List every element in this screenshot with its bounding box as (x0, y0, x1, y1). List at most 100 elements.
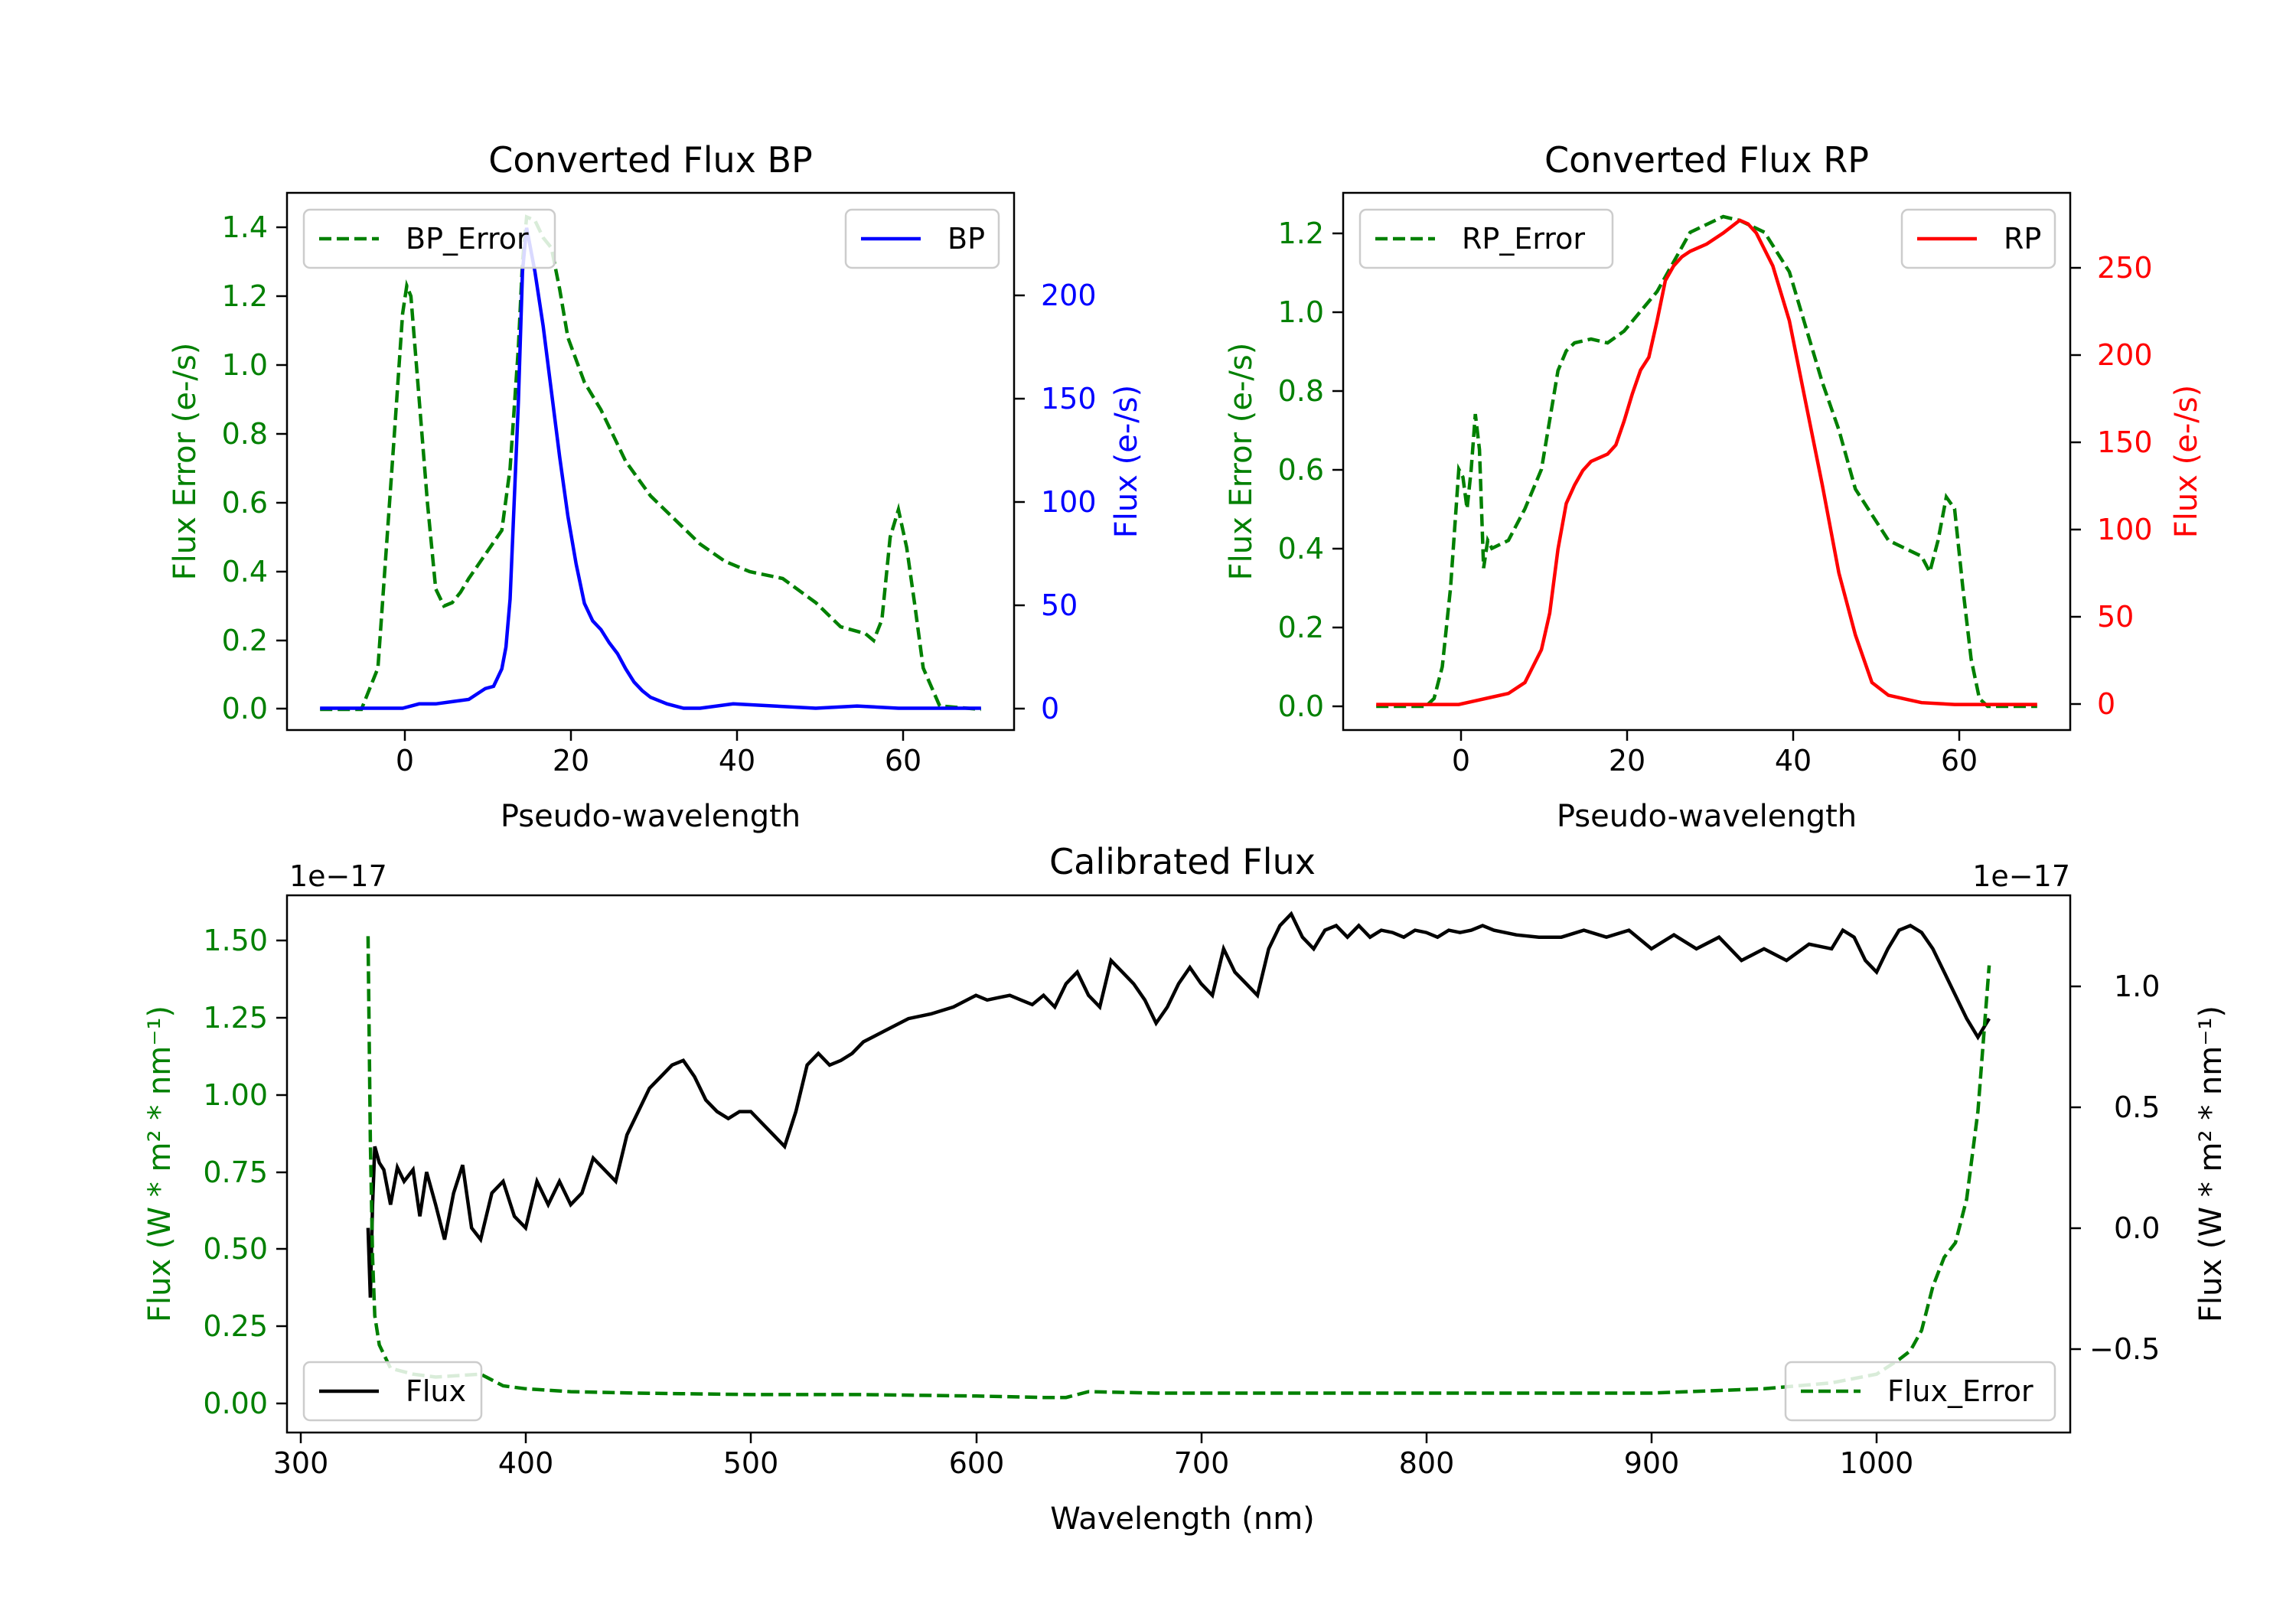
rp-right-ytick-label: 50 (2097, 600, 2134, 634)
rp-right-ytick-label: 250 (2097, 251, 2153, 285)
rp-flux-line (1376, 218, 2037, 706)
bp-left-ytick-label: 0.8 (222, 417, 268, 451)
calibrated-right-ylabel: Flux (W * m² * nm⁻¹) (2193, 1006, 2229, 1322)
calibrated-xtick-label: 700 (1174, 1446, 1230, 1480)
bp-flux-line (320, 227, 981, 710)
bp-flux-legend-label: BP (947, 222, 985, 256)
panel-rp-title: Converted Flux RP (1544, 139, 1869, 181)
calibrated-right-offset: 1e−17 (1972, 859, 2070, 893)
calibrated-left-ytick-label: 1.25 (203, 1001, 268, 1035)
panel-rp-frame (1342, 191, 2072, 732)
calibrated-xtick-label: 1000 (1840, 1446, 1914, 1480)
rp-xtick-label: 40 (1775, 744, 1812, 777)
bp-left-ytick-label: 0.2 (222, 624, 268, 657)
rp-right-ytick-label: 100 (2097, 513, 2153, 546)
bp-right-ytick-label: 200 (1041, 279, 1097, 312)
calibrated-left-ytick-label: 0.00 (203, 1387, 268, 1420)
calibrated-flux-line (366, 911, 1991, 1298)
panel-bp-left-yticks: 0.0 0.2 0.4 0.6 0.8 1.0 1.2 1.4 (222, 210, 287, 725)
calibrated-flux-legend: Flux (302, 1361, 483, 1422)
calibrated-error-legend: Flux_Error (1784, 1361, 2056, 1422)
bp-right-ylabel: Flux (e-/s) (1109, 385, 1144, 538)
bp-left-ytick-label: 0.4 (222, 555, 268, 588)
rp-xlabel: Pseudo-wavelength (1557, 799, 1857, 834)
panel-rp-right-yticks: 0 50 100 150 200 250 (2070, 251, 2153, 721)
bp-xtick-label: 0 (396, 744, 414, 777)
calibrated-xtick-label: 400 (498, 1446, 554, 1480)
bp-xtick-label: 60 (885, 744, 921, 777)
bp-xtick-label: 40 (719, 744, 755, 777)
rp-left-ylabel: Flux Error (e-/s) (1224, 343, 1259, 581)
panel-calibrated-title: Calibrated Flux (1049, 841, 1316, 882)
rp-left-ytick-label: 0.6 (1278, 453, 1324, 487)
calibrated-left-offset: 1e−17 (289, 859, 387, 893)
rp-right-ytick-label: 200 (2097, 338, 2153, 372)
bp-right-ytick-label: 0 (1041, 692, 1059, 725)
calibrated-xtick-label: 800 (1399, 1446, 1455, 1480)
bp-xtick-label: 20 (553, 744, 589, 777)
bp-left-ytick-label: 0.6 (222, 486, 268, 520)
rp-right-ylabel: Flux (e-/s) (2169, 385, 2204, 538)
panel-calibrated-xticks: 300 400 500 600 700 800 900 1000 (273, 1433, 1914, 1480)
calibrated-xlabel: Wavelength (nm) (1050, 1501, 1315, 1537)
calibrated-flux-legend-label: Flux (406, 1374, 466, 1408)
bp-right-ytick-label: 150 (1041, 382, 1097, 416)
calibrated-left-ytick-label: 0.50 (203, 1232, 268, 1266)
bp-left-ytick-label: 1.0 (222, 348, 268, 382)
calibrated-left-ytick-label: 1.00 (203, 1078, 268, 1112)
calibrated-xtick-label: 600 (949, 1446, 1005, 1480)
panel-rp-left-yticks: 0.0 0.2 0.4 0.6 0.8 1.0 1.2 (1278, 217, 1343, 723)
panel-calibrated-right-yticks: −0.5 0.0 0.5 1.0 (2070, 970, 2160, 1366)
calibrated-error-legend-label: Flux_Error (1887, 1374, 2033, 1408)
calibrated-right-ytick-label: −0.5 (2089, 1332, 2160, 1366)
rp-xtick-label: 0 (1452, 744, 1470, 777)
calibrated-right-ytick-label: 0.5 (2114, 1090, 2160, 1124)
panel-bp-xticks: 0 20 40 60 (396, 730, 921, 777)
calibrated-right-ytick-label: 1.0 (2114, 970, 2160, 1003)
bp-right-ytick-label: 50 (1041, 588, 1078, 622)
calibrated-error-line (366, 936, 1991, 1400)
bp-left-ylabel: Flux Error (e-/s) (168, 343, 203, 581)
rp-right-ytick-label: 150 (2097, 425, 2153, 459)
panel-bp-right-yticks: 0 50 100 150 200 (1014, 279, 1097, 725)
bp-left-ytick-label: 1.2 (222, 279, 268, 313)
rp-right-ytick-label: 0 (2097, 687, 2115, 721)
rp-flux-legend-label: RP (2004, 222, 2041, 256)
calibrated-xtick-label: 300 (273, 1446, 329, 1480)
panel-rp-xticks: 0 20 40 60 (1452, 730, 1978, 777)
bp-left-ytick-label: 0.0 (222, 692, 268, 725)
calibrated-left-ytick-label: 0.75 (203, 1156, 268, 1189)
calibrated-right-ytick-label: 0.0 (2114, 1211, 2160, 1245)
rp-flux-legend: RP (1900, 208, 2056, 269)
rp-left-ytick-label: 0.8 (1278, 374, 1324, 408)
bp-right-ytick-label: 100 (1041, 485, 1097, 519)
bp-xlabel: Pseudo-wavelength (501, 799, 801, 834)
panel-bp: Converted Flux BP 0 20 40 60 0.0 0.2 (168, 139, 1144, 834)
calibrated-xtick-label: 900 (1624, 1446, 1680, 1480)
calibrated-left-ytick-label: 1.50 (203, 924, 268, 957)
panel-calibrated-frame (285, 894, 2072, 1434)
rp-xtick-label: 20 (1609, 744, 1645, 777)
rp-left-ytick-label: 0.0 (1278, 689, 1324, 723)
panel-bp-title: Converted Flux BP (488, 139, 813, 181)
bp-flux-legend: BP (844, 208, 1000, 269)
panel-bp-frame (285, 191, 1016, 732)
rp-left-ytick-label: 1.0 (1278, 295, 1324, 329)
rp-error-line (1376, 214, 2037, 709)
bp-error-legend-label: BP_Error (406, 222, 529, 256)
rp-left-ytick-label: 1.2 (1278, 217, 1324, 250)
bp-left-ytick-label: 1.4 (222, 210, 268, 244)
rp-left-ytick-label: 0.4 (1278, 532, 1324, 566)
rp-xtick-label: 60 (1941, 744, 1978, 777)
calibrated-left-ytick-label: 0.25 (203, 1309, 268, 1343)
rp-error-legend: RP_Error (1358, 208, 1614, 269)
panel-calibrated: Calibrated Flux 1e−17 1e−17 300 400 500 … (142, 841, 2229, 1537)
rp-error-legend-label: RP_Error (1462, 222, 1585, 256)
calibrated-xtick-label: 500 (723, 1446, 779, 1480)
calibrated-left-ylabel: Flux (W * m² * nm⁻¹) (142, 1006, 178, 1322)
bp-error-line (320, 214, 981, 712)
panel-rp: Converted Flux RP 0 20 40 60 0.0 0.2 (1224, 139, 2204, 834)
panel-calibrated-left-yticks: 0.00 0.25 0.50 0.75 1.00 1.25 1.50 (203, 924, 287, 1420)
bp-error-legend: BP_Error (302, 208, 556, 269)
